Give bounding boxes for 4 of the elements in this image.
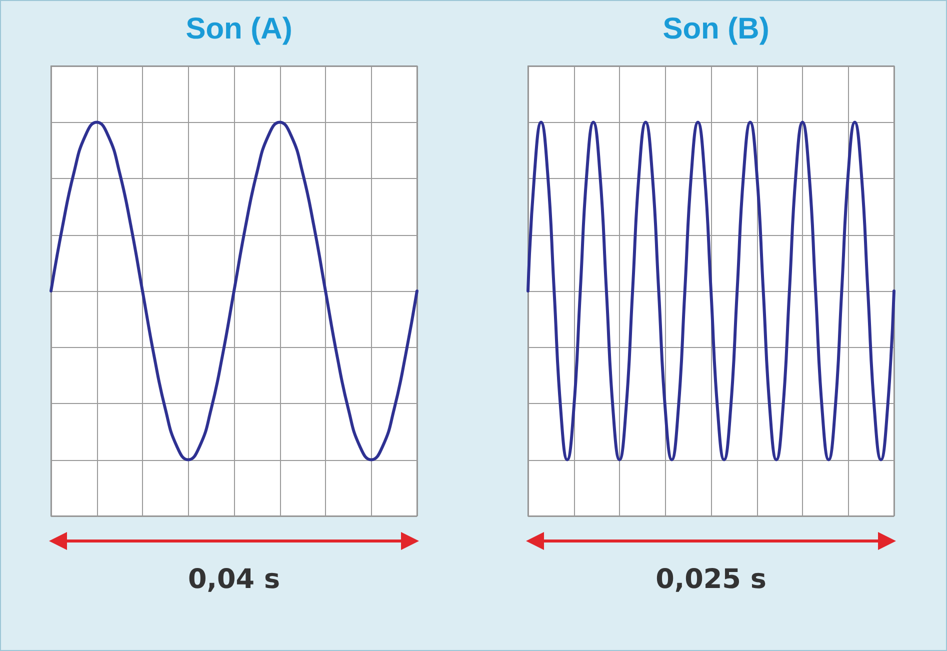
text: 0,04 s	[188, 564, 280, 595]
text: 0,025 s	[656, 564, 766, 595]
chart-title: Son (A)	[186, 12, 292, 46]
chart-title: Son (B)	[662, 12, 770, 46]
